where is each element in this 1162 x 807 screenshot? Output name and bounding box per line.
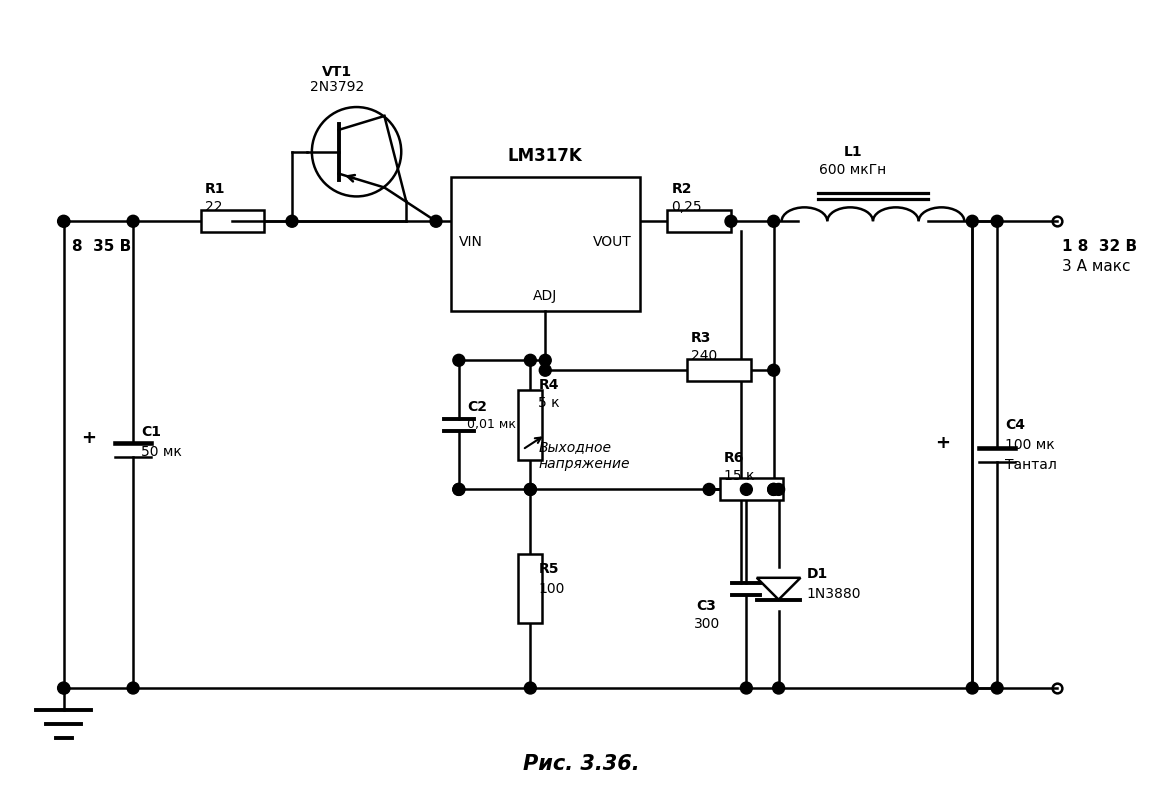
Bar <box>667 211 731 232</box>
Text: R2: R2 <box>672 182 691 196</box>
Circle shape <box>524 483 537 495</box>
Circle shape <box>127 682 139 694</box>
Circle shape <box>453 354 465 366</box>
Circle shape <box>773 483 784 495</box>
Text: 22: 22 <box>205 200 222 215</box>
Text: L1: L1 <box>844 144 862 159</box>
Circle shape <box>991 682 1003 694</box>
Circle shape <box>768 215 780 228</box>
Text: Рис. 3.36.: Рис. 3.36. <box>523 755 639 775</box>
Text: 100 мк: 100 мк <box>1005 437 1055 452</box>
Circle shape <box>991 215 1003 228</box>
Text: R3: R3 <box>691 332 711 345</box>
Text: 50 мк: 50 мк <box>141 445 182 458</box>
Circle shape <box>539 364 551 376</box>
Text: C1: C1 <box>141 424 162 439</box>
Circle shape <box>453 483 465 495</box>
Circle shape <box>725 215 737 228</box>
Circle shape <box>524 354 537 366</box>
Circle shape <box>768 364 780 376</box>
Circle shape <box>453 483 465 495</box>
Text: 5 к: 5 к <box>538 396 560 410</box>
Text: R1: R1 <box>205 182 225 196</box>
Text: 1 8  32 В: 1 8 32 В <box>1062 239 1136 254</box>
Text: LM317K: LM317K <box>508 147 582 165</box>
Text: Выходное: Выходное <box>538 440 611 454</box>
Circle shape <box>430 215 442 228</box>
Text: 3 А макс: 3 А макс <box>1062 259 1131 274</box>
Text: 2N3792: 2N3792 <box>309 80 364 94</box>
Text: 0,01 мк: 0,01 мк <box>467 418 516 432</box>
Text: +: + <box>81 429 96 447</box>
Text: 300: 300 <box>694 617 719 630</box>
Text: напряжение: напряжение <box>538 457 630 470</box>
Circle shape <box>773 682 784 694</box>
Text: C3: C3 <box>697 599 717 613</box>
Circle shape <box>768 483 780 495</box>
Text: VIN: VIN <box>459 235 482 249</box>
Text: 600 мкГн: 600 мкГн <box>819 163 887 177</box>
Text: 100: 100 <box>538 582 565 596</box>
Bar <box>687 359 751 381</box>
Text: VT1: VT1 <box>322 65 352 79</box>
Circle shape <box>768 483 780 495</box>
Text: 0,25: 0,25 <box>672 200 702 215</box>
Text: 240: 240 <box>691 349 717 363</box>
Text: D1: D1 <box>806 567 827 581</box>
Text: C4: C4 <box>1005 418 1025 432</box>
Circle shape <box>58 215 70 228</box>
Text: Тантал: Тантал <box>1005 458 1057 471</box>
Circle shape <box>127 215 139 228</box>
Text: 15 к: 15 к <box>724 469 754 483</box>
Text: ADJ: ADJ <box>533 289 558 303</box>
Circle shape <box>524 483 537 495</box>
Bar <box>719 479 783 500</box>
Text: +: + <box>935 433 951 452</box>
Text: 8  35 В: 8 35 В <box>72 239 131 254</box>
Text: VOUT: VOUT <box>593 235 632 249</box>
Text: R5: R5 <box>538 562 559 576</box>
Circle shape <box>740 682 752 694</box>
Circle shape <box>524 682 537 694</box>
Circle shape <box>58 682 70 694</box>
Text: R6: R6 <box>724 450 744 465</box>
Circle shape <box>967 682 978 694</box>
Circle shape <box>286 215 297 228</box>
Circle shape <box>740 483 752 495</box>
Circle shape <box>539 354 551 366</box>
Bar <box>518 390 543 460</box>
Bar <box>201 211 264 232</box>
Circle shape <box>703 483 715 495</box>
Polygon shape <box>756 578 801 600</box>
Bar <box>451 177 639 311</box>
Bar <box>518 554 543 624</box>
Circle shape <box>967 215 978 228</box>
Text: R4: R4 <box>538 378 559 392</box>
Text: C2: C2 <box>467 400 487 414</box>
Text: 1N3880: 1N3880 <box>806 587 861 600</box>
